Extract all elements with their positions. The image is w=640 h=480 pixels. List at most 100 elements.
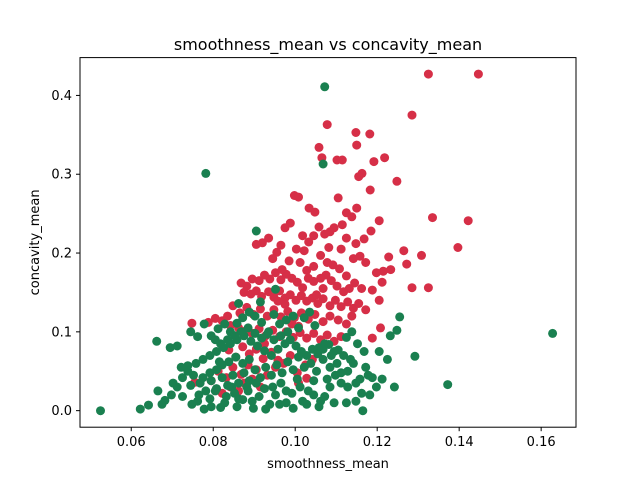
data-point (96, 406, 105, 416)
data-point (316, 396, 326, 406)
data-point (198, 373, 208, 383)
data-point (238, 313, 248, 323)
data-point (325, 311, 335, 321)
data-point (316, 273, 326, 283)
data-point (272, 360, 282, 370)
x-tick-label: 0.12 (363, 435, 392, 450)
data-point (223, 380, 233, 390)
data-point (329, 398, 339, 408)
data-point (264, 233, 274, 243)
data-point (318, 284, 328, 293)
data-point (242, 382, 252, 392)
data-point (347, 212, 357, 222)
data-point (351, 396, 361, 406)
data-point (333, 193, 343, 203)
data-point (251, 239, 261, 249)
data-point (152, 336, 162, 346)
data-point (205, 351, 215, 360)
y-axis-ticks: 0.0 0.1 0.2 0.3 0.4 (51, 89, 80, 419)
data-point (310, 321, 320, 330)
y-tick-label: 0.4 (51, 89, 72, 104)
data-point (359, 234, 369, 244)
data-point (153, 386, 163, 396)
data-point (176, 362, 186, 372)
data-point (157, 399, 167, 409)
data-point (361, 258, 371, 267)
data-point (280, 299, 290, 309)
data-point (210, 313, 220, 323)
data-point (336, 378, 346, 388)
data-point (298, 231, 308, 241)
data-point (378, 266, 388, 276)
data-point (248, 403, 258, 413)
data-point (193, 396, 203, 406)
data-point (423, 69, 433, 79)
data-point (376, 323, 385, 333)
data-point (385, 331, 395, 341)
data-point (178, 392, 187, 401)
data-point (336, 302, 346, 312)
data-point (281, 315, 291, 325)
data-point (288, 311, 298, 321)
data-point (325, 301, 335, 311)
data-point (361, 362, 371, 372)
data-point (395, 312, 405, 322)
y-tick-label: 0.1 (51, 325, 72, 340)
data-point (386, 265, 396, 275)
data-point (232, 318, 242, 328)
data-point (309, 231, 319, 241)
data-point (302, 333, 312, 343)
data-point (309, 376, 319, 386)
data-point (302, 351, 312, 360)
data-point (299, 246, 309, 256)
data-point (255, 304, 265, 314)
data-point (220, 319, 230, 329)
data-point (172, 341, 182, 351)
data-point (312, 366, 321, 376)
data-point (244, 354, 254, 364)
data-point (384, 252, 394, 262)
data-point (135, 404, 145, 414)
data-point (374, 347, 384, 356)
data-point (295, 258, 305, 267)
data-point (223, 335, 233, 345)
data-point (168, 378, 178, 388)
data-point (276, 331, 286, 341)
data-point (318, 317, 328, 327)
data-point (183, 366, 193, 376)
data-point (239, 287, 249, 297)
data-point (354, 172, 364, 182)
data-point (276, 378, 286, 388)
data-point (343, 297, 353, 307)
data-point (463, 216, 473, 226)
data-point (251, 226, 261, 236)
data-point (261, 404, 271, 414)
data-point (234, 378, 244, 388)
points-layer (96, 69, 558, 416)
data-point (382, 354, 392, 364)
x-axis-ticks: 0.06 0.08 0.10 0.12 0.14 0.16 (117, 427, 556, 450)
data-point (257, 317, 267, 327)
data-point (354, 299, 364, 308)
data-point (271, 284, 280, 294)
data-point (355, 251, 365, 261)
data-point (341, 271, 351, 281)
data-point (324, 243, 334, 252)
data-point (288, 365, 298, 375)
data-point (357, 284, 367, 293)
data-point (280, 223, 290, 233)
data-point (367, 333, 377, 343)
data-point (341, 319, 351, 329)
data-point (276, 275, 286, 285)
data-point (316, 250, 326, 260)
data-point (186, 380, 196, 390)
data-point (238, 342, 248, 352)
data-point (548, 328, 558, 338)
data-point (250, 365, 260, 375)
data-point (377, 374, 387, 384)
data-point (281, 386, 291, 396)
data-point (333, 315, 343, 325)
data-point (324, 340, 334, 349)
data-point (399, 246, 409, 256)
data-point (199, 404, 209, 414)
